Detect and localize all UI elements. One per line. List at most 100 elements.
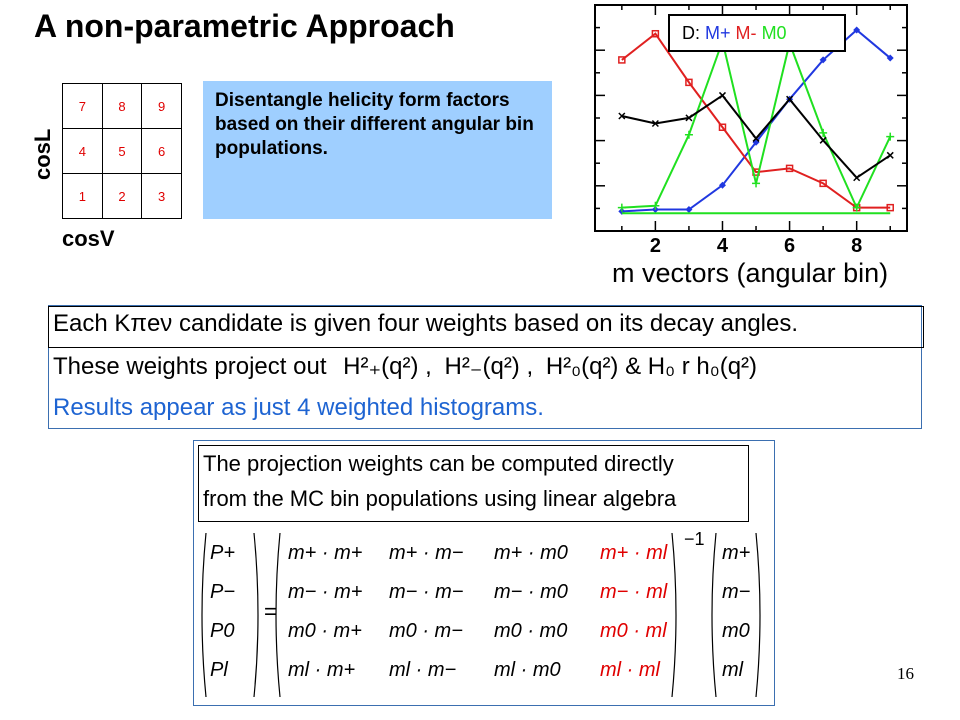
matrix-entry: m0 · m+ bbox=[288, 620, 362, 642]
lhs-entry: P0 bbox=[210, 620, 234, 642]
note-box: Disentangle helicity form factors based … bbox=[203, 81, 552, 219]
data-point bbox=[786, 95, 794, 103]
data-point bbox=[718, 181, 726, 189]
matrix-entry: m+ · m0 bbox=[494, 542, 568, 564]
data-point bbox=[651, 201, 660, 210]
data-point bbox=[651, 29, 660, 38]
data-point bbox=[852, 203, 861, 212]
rhs-entry: m+ bbox=[722, 542, 750, 564]
matrix-entry: m− · ml bbox=[600, 581, 668, 603]
data-point bbox=[718, 123, 727, 131]
plot-ticks bbox=[595, 5, 907, 231]
legend-prefix: D: bbox=[682, 23, 700, 43]
data-point bbox=[853, 174, 861, 182]
matrix-entry: m+ · m+ bbox=[288, 542, 362, 564]
matrix-entry: m+ · m− bbox=[389, 542, 463, 564]
rhs-entry: m− bbox=[722, 581, 750, 603]
weights-line-2-prefix: These weights project out bbox=[53, 353, 327, 380]
bracket bbox=[755, 532, 761, 698]
data-point bbox=[685, 206, 693, 214]
matrix-entry: m− · m0 bbox=[494, 581, 568, 603]
bracket bbox=[711, 532, 717, 698]
projection-caption: The projection weights can be computed d… bbox=[198, 445, 749, 522]
data-point bbox=[886, 151, 894, 159]
bracket bbox=[275, 532, 281, 698]
data-point bbox=[819, 136, 827, 144]
data-point bbox=[785, 164, 794, 173]
grid-cell: 9 bbox=[141, 83, 182, 129]
data-point bbox=[886, 203, 894, 212]
x-tick-label: 2 bbox=[650, 235, 661, 257]
weights-line-2: These weights project out H²₊(q²) , H²₋(… bbox=[53, 352, 757, 381]
data-point bbox=[618, 56, 626, 64]
weights-line-1: Each Kπeν candidate is given four weight… bbox=[53, 310, 799, 337]
plot-legend: D: M+ M- M0 bbox=[668, 14, 846, 52]
data-point bbox=[886, 132, 895, 141]
grid-cell: 6 bbox=[141, 128, 182, 174]
data-point bbox=[752, 134, 760, 142]
series-3 bbox=[618, 91, 894, 182]
grid-cell: 8 bbox=[101, 83, 143, 129]
matrix-entry: ml · m0 bbox=[494, 659, 561, 681]
x-tick-label: 4 bbox=[717, 235, 729, 257]
matrix-entry: m− · m+ bbox=[288, 581, 362, 603]
grid-cell: 4 bbox=[62, 128, 103, 174]
weights-term-hzero: H²₀(q²) & H₀ r h₀(q²) bbox=[545, 353, 758, 380]
weights-line-3: Results appear as just 4 weighted histog… bbox=[53, 394, 544, 421]
legend-item-mzero: M0 bbox=[761, 23, 787, 43]
x-tick-labels: 2 4 6 8 bbox=[650, 235, 862, 257]
x-tick-label: 6 bbox=[784, 235, 795, 257]
x-tick-label: 8 bbox=[851, 235, 862, 257]
matrix-entry: m0 · ml bbox=[600, 620, 667, 642]
weights-term-hminus: H²₋(q²) , bbox=[444, 353, 534, 380]
matrix-entry: m0 · m0 bbox=[494, 620, 567, 642]
slide-title: A non-parametric Approach bbox=[34, 8, 455, 44]
data-point bbox=[618, 112, 626, 120]
data-point bbox=[819, 56, 827, 64]
grid-cell: 3 bbox=[141, 173, 182, 219]
grid-y-label: cosL bbox=[30, 128, 55, 180]
plot-x-axis-label: m vectors (angular bin) bbox=[612, 258, 889, 288]
data-point bbox=[718, 91, 727, 99]
lhs-entry: P+ bbox=[210, 542, 235, 564]
matrix-entry: ml · ml bbox=[600, 659, 661, 681]
grid-x-label: cosV bbox=[62, 226, 115, 251]
matrix-entry: ml · m+ bbox=[288, 659, 355, 681]
data-point bbox=[651, 119, 659, 128]
projection-line-2: from the MC bin populations using linear… bbox=[203, 486, 677, 511]
weights-term-hplus: H²₊(q²) , bbox=[343, 353, 432, 380]
series-line bbox=[621, 32, 891, 209]
equals-sign: = bbox=[264, 599, 277, 624]
data-point bbox=[685, 114, 693, 122]
weights-box: Each Kπeν candidate is given four weight… bbox=[48, 305, 924, 429]
matrix-entry: m− · m− bbox=[389, 581, 463, 603]
grid-cell: 5 bbox=[101, 128, 143, 174]
data-point bbox=[684, 130, 693, 139]
grid-cell: 7 bbox=[62, 83, 103, 129]
data-point bbox=[853, 26, 861, 34]
lhs-entry: Pl bbox=[210, 659, 228, 681]
matrix-entry: ml · m− bbox=[389, 659, 456, 681]
bracket bbox=[201, 532, 207, 698]
projection-line-1: The projection weights can be computed d… bbox=[203, 451, 674, 476]
data-point bbox=[617, 203, 626, 212]
inverse-exponent: −1 bbox=[684, 529, 705, 549]
data-point bbox=[886, 54, 894, 62]
data-point bbox=[685, 78, 693, 87]
lhs-entry: P− bbox=[210, 581, 235, 603]
data-point bbox=[819, 128, 828, 137]
data-point bbox=[819, 179, 827, 188]
bracket bbox=[671, 532, 677, 698]
rhs-entry: ml bbox=[722, 659, 744, 681]
legend-item-mplus: M+ bbox=[705, 23, 731, 43]
data-point bbox=[752, 179, 761, 188]
projection-equation: P+ P− P0 Pl = m+ · m+ m+ · m− m+ · m0 m+ · ml m− … bbox=[201, 529, 761, 698]
grid-cell: 2 bbox=[101, 173, 143, 219]
grid-cell: 1 bbox=[62, 173, 103, 219]
page-number: 16 bbox=[897, 664, 914, 683]
projection-box: The projection weights can be computed d… bbox=[193, 440, 775, 706]
series-1 bbox=[618, 29, 894, 212]
legend-item-mminus: M- bbox=[735, 23, 757, 43]
angular-bin-grid: 7 8 9 4 5 6 1 2 3 bbox=[62, 83, 182, 219]
bracket bbox=[253, 532, 259, 698]
